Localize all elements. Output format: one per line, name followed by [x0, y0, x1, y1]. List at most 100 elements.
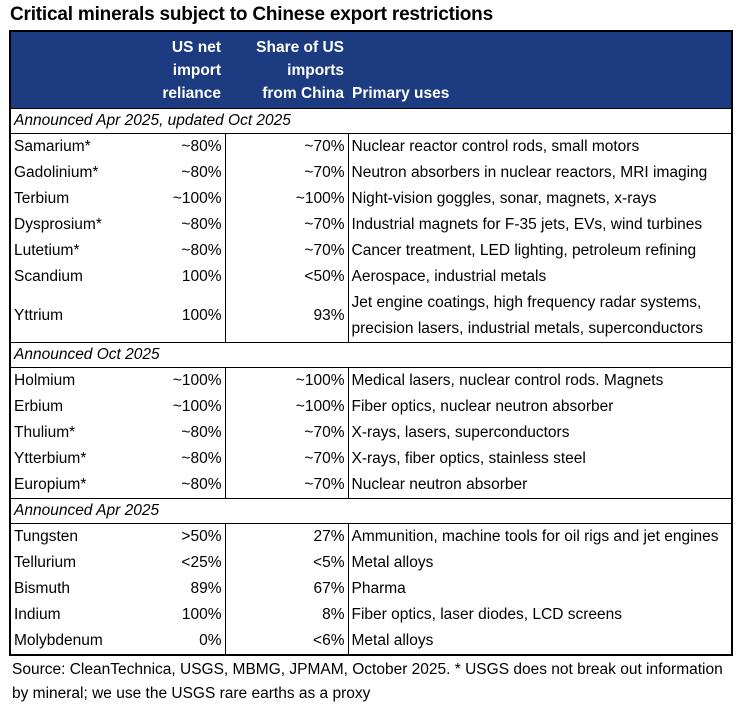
mineral: Europium* — [14, 476, 87, 493]
title: Critical minerals subject to Chinese exp… — [10, 4, 493, 25]
import-reliance: ~100% — [130, 186, 226, 212]
footer: Source: CleanTechnica, USGS, MBMG, JPMAM… — [12, 661, 723, 702]
import-reliance: 89% — [130, 576, 226, 602]
import-reliance: ~80% — [130, 238, 226, 264]
import-reliance: 100% — [130, 290, 226, 343]
china-share: 93% — [225, 290, 349, 343]
header-cell: US net import reliance — [130, 31, 225, 109]
mineral-row: Bismuth 89% 67% Pharma — [10, 576, 732, 602]
primary-uses: Neutron absorbers in nuclear reactors, M… — [351, 164, 708, 181]
primary-uses: X-rays, lasers, superconductors — [351, 424, 570, 441]
mineral: Yttrium — [14, 307, 64, 324]
import-reliance: 0% — [130, 628, 226, 655]
import-reliance: ~80% — [130, 133, 226, 160]
mineral-row: Terbium ~100% ~100% Night-vision goggles, s… — [10, 186, 732, 212]
import-reliance: ~80% — [130, 160, 226, 186]
import-reliance: <25% — [130, 550, 226, 576]
mineral: Erbium — [14, 398, 64, 415]
import-reliance: ~80% — [130, 472, 226, 499]
import-reliance: ~80% — [130, 212, 226, 238]
import-reliance: ~80% — [130, 446, 226, 472]
header-text: imports — [287, 62, 344, 79]
mineral: Lutetium* — [14, 242, 80, 259]
mineral: Bismuth — [14, 580, 70, 597]
mineral-row: Lutetium* ~80% ~70% Cancer treatment, LED l… — [10, 238, 732, 264]
mineral-row: Gadolinium* ~80% ~70% Neutron absorbers in … — [10, 160, 732, 186]
mineral-row: Scandium 100% <50% Aerospace, industrial me… — [10, 264, 732, 290]
mineral: Ytterbium* — [14, 450, 87, 467]
header-cell: Primary uses — [348, 31, 732, 109]
table-body: Announced Apr 2025, updated Oct 2025 Sama… — [10, 108, 732, 655]
header-text: reliance — [162, 85, 221, 102]
primary-uses: Cancer treatment, LED lighting, petroleu… — [351, 242, 697, 259]
import-reliance: >50% — [130, 523, 226, 550]
mineral-row: Erbium ~100% ~100% Fiber optics, nuclear ne… — [10, 394, 732, 420]
mineral: Thulium* — [14, 424, 76, 441]
mineral: Gadolinium* — [14, 164, 99, 181]
import-reliance: ~80% — [130, 420, 226, 446]
china-share: ~100% — [225, 186, 349, 212]
china-share: ~70% — [225, 420, 349, 446]
mineral: Indium — [14, 606, 61, 623]
primary-uses: Pharma — [351, 580, 406, 597]
mineral: Dysprosium* — [14, 216, 102, 233]
primary-uses: Night-vision goggles, sonar, magnets, x-… — [351, 190, 657, 207]
mineral-row: Thulium* ~80% ~70% X-rays, lasers, supercon… — [10, 420, 732, 446]
mineral: Tungsten — [14, 528, 79, 545]
header-row: US net import reliance Share of US imports fr… — [10, 31, 732, 109]
china-share: ~70% — [225, 472, 349, 499]
china-share: <50% — [225, 264, 349, 290]
china-share: ~70% — [225, 446, 349, 472]
header-text: from China — [262, 85, 344, 102]
china-share: 27% — [225, 523, 349, 550]
primary-uses: Nuclear neutron absorber — [351, 476, 528, 493]
mineral: Samarium* — [14, 138, 91, 155]
china-share: <6% — [225, 628, 349, 655]
china-share: ~70% — [225, 133, 349, 160]
mineral: Terbium — [14, 190, 70, 207]
primary-uses: Ammunition, machine tools for oil rigs a… — [351, 528, 719, 545]
mineral-row: Yttrium 100% 93% Jet engine coatings, high … — [10, 290, 732, 343]
mineral: Tellurium — [14, 554, 77, 571]
section-label: Announced Apr 2025 — [10, 498, 732, 524]
section-label: Announced Oct 2025 — [10, 342, 732, 368]
section-label: Announced Apr 2025, updated Oct 2025 — [10, 108, 732, 134]
header-text: import — [172, 62, 221, 79]
header-cell: Share of US imports from China — [225, 31, 348, 109]
import-reliance: 100% — [130, 264, 226, 290]
china-share: ~100% — [225, 394, 349, 420]
minerals-table: US net import reliance Share of US imports fr… — [9, 30, 733, 656]
china-share: 8% — [225, 602, 349, 628]
mineral-row: Tungsten >50% 27% Ammunition, machine tools… — [10, 523, 732, 550]
import-reliance: ~100% — [130, 394, 226, 420]
section-row: Announced Apr 2025, updated Oct 2025 — [10, 108, 732, 134]
mineral-row: Ytterbium* ~80% ~70% X-rays, fiber optics, … — [10, 446, 732, 472]
primary-uses: Medical lasers, nuclear control rods. Ma… — [351, 372, 664, 389]
primary-uses: Aerospace, industrial metals — [351, 268, 547, 285]
primary-uses: X-rays, fiber optics, stainless steel — [351, 450, 586, 467]
primary-uses: Nuclear reactor control rods, small moto… — [351, 138, 640, 155]
china-share: ~70% — [225, 238, 349, 264]
china-share: ~70% — [225, 212, 349, 238]
mineral-row: Holmium ~100% ~100% Medical lasers, nuclear… — [10, 367, 732, 394]
header-cell — [10, 31, 130, 109]
import-reliance: ~100% — [130, 367, 226, 394]
mineral-row: Molybdenum 0% <6% Metal alloys — [10, 628, 732, 655]
mineral-row: Dysprosium* ~80% ~70% Industrial magnets fo… — [10, 212, 732, 238]
header-text: US net — [171, 39, 221, 56]
primary-uses: Metal alloys — [351, 554, 434, 571]
china-share: <5% — [225, 550, 349, 576]
mineral-row: Tellurium <25% <5% Metal alloys — [10, 550, 732, 576]
mineral: Molybdenum — [14, 632, 103, 649]
primary-uses: Fiber optics, nuclear neutron absorber — [351, 398, 614, 415]
mineral: Scandium — [14, 268, 83, 285]
primary-uses: Metal alloys — [351, 632, 434, 649]
china-share: ~100% — [225, 367, 349, 394]
section-row: Announced Apr 2025 — [10, 498, 732, 524]
header-text: Share of US — [256, 39, 344, 56]
mineral-row: Indium 100% 8% Fiber optics, laser diodes, … — [10, 602, 732, 628]
primary-uses: Fiber optics, laser diodes, LCD screens — [351, 606, 623, 623]
primary-uses: Jet engine coatings, high frequency rada… — [351, 294, 704, 337]
mineral-row: Samarium* ~80% ~70% Nuclear reactor control… — [10, 133, 732, 160]
